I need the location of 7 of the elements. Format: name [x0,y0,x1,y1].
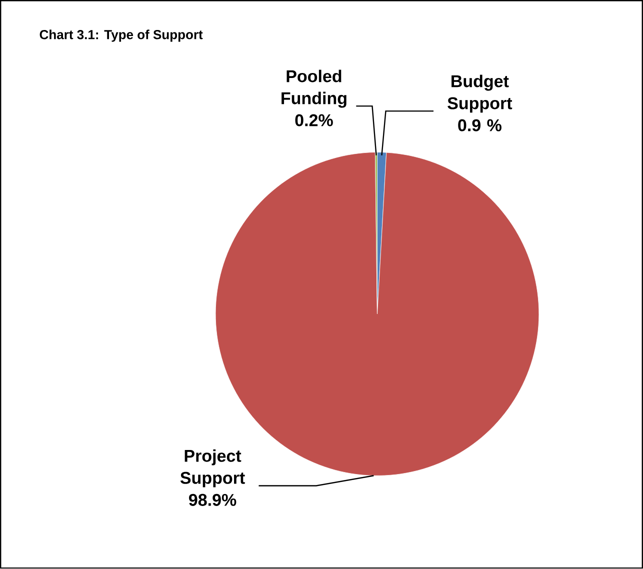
slice-label: Project Support [180,450,245,488]
slice-label: Pooled Funding [282,70,346,108]
data-label: 0.2% [295,114,333,126]
chart-title: Chart 3.1: Type of Support [40,30,203,42]
data-label: 98.9% [189,494,236,506]
data-label: 0.9 % [458,119,502,132]
slice-label: Budget Support [448,74,512,113]
